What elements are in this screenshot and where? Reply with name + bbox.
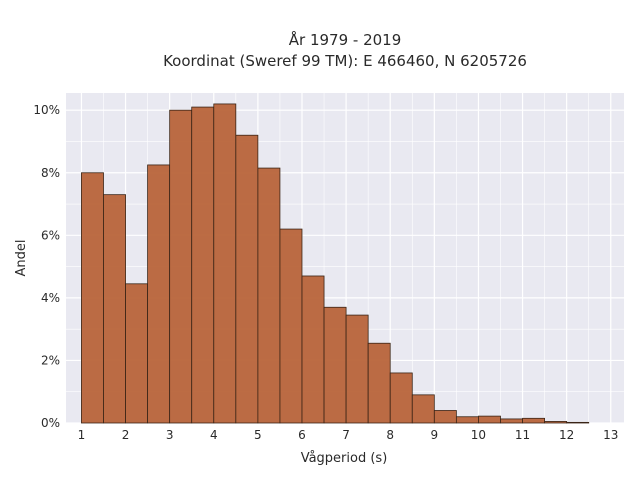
histogram-bar xyxy=(389,372,413,424)
histogram-bar xyxy=(257,167,281,424)
histogram-bar xyxy=(301,275,325,424)
histogram-bar xyxy=(81,172,104,424)
bars xyxy=(81,103,590,424)
x-tick-label: 13 xyxy=(603,428,618,442)
x-tick-label: 8 xyxy=(386,428,394,442)
x-tick-label: 5 xyxy=(254,428,262,442)
histogram-bar xyxy=(345,314,369,424)
x-tick-label: 6 xyxy=(298,428,306,442)
y-tick-label: 2% xyxy=(41,353,60,367)
histogram-bar xyxy=(235,134,259,424)
x-tick-label: 10 xyxy=(471,428,486,442)
x-tick-label: 9 xyxy=(431,428,439,442)
x-tick-label: 4 xyxy=(210,428,218,442)
y-tick-label: 0% xyxy=(41,416,60,430)
x-tick-label: 2 xyxy=(122,428,130,442)
y-axis-label: Andel xyxy=(14,240,29,277)
histogram-bar xyxy=(500,418,523,424)
histogram-bar xyxy=(147,164,171,424)
histogram-bar xyxy=(191,106,215,424)
x-tick-label: 3 xyxy=(166,428,174,442)
chart-title-line1: År 1979 - 2019 xyxy=(289,30,402,49)
x-tick-label: 11 xyxy=(515,428,530,442)
x-tick-label: 1 xyxy=(78,428,86,442)
x-tick-label: 7 xyxy=(342,428,350,442)
histogram-bar xyxy=(544,421,568,424)
x-axis-label: Vågperiod (s) xyxy=(301,451,388,466)
histogram-bar xyxy=(279,228,303,424)
y-tick-label: 8% xyxy=(41,166,60,180)
histogram-bar xyxy=(411,394,435,424)
histogram-bar xyxy=(478,415,501,424)
histogram-bar xyxy=(522,417,546,424)
histogram-bar xyxy=(323,306,347,424)
tick-labels: 1 2 3 4 5 6 7 8 9 10 11 12 130%2%4%6%8%10% xyxy=(33,103,618,442)
histogram-bar xyxy=(455,416,479,424)
histogram-bar xyxy=(169,109,193,424)
histogram-bar xyxy=(103,194,126,424)
histogram-bar xyxy=(125,283,149,424)
x-tick-label: 12 xyxy=(559,428,574,442)
y-tick-label: 6% xyxy=(41,228,60,242)
histogram-bar xyxy=(433,410,457,424)
y-tick-label: 4% xyxy=(41,291,60,305)
y-tick-label: 10% xyxy=(33,103,60,117)
chart-title-line2: Koordinat (Sweref 99 TM): E 466460, N 62… xyxy=(163,52,527,70)
histogram-bar xyxy=(566,421,590,424)
histogram-bar xyxy=(213,103,237,424)
histogram-bar xyxy=(367,342,391,424)
